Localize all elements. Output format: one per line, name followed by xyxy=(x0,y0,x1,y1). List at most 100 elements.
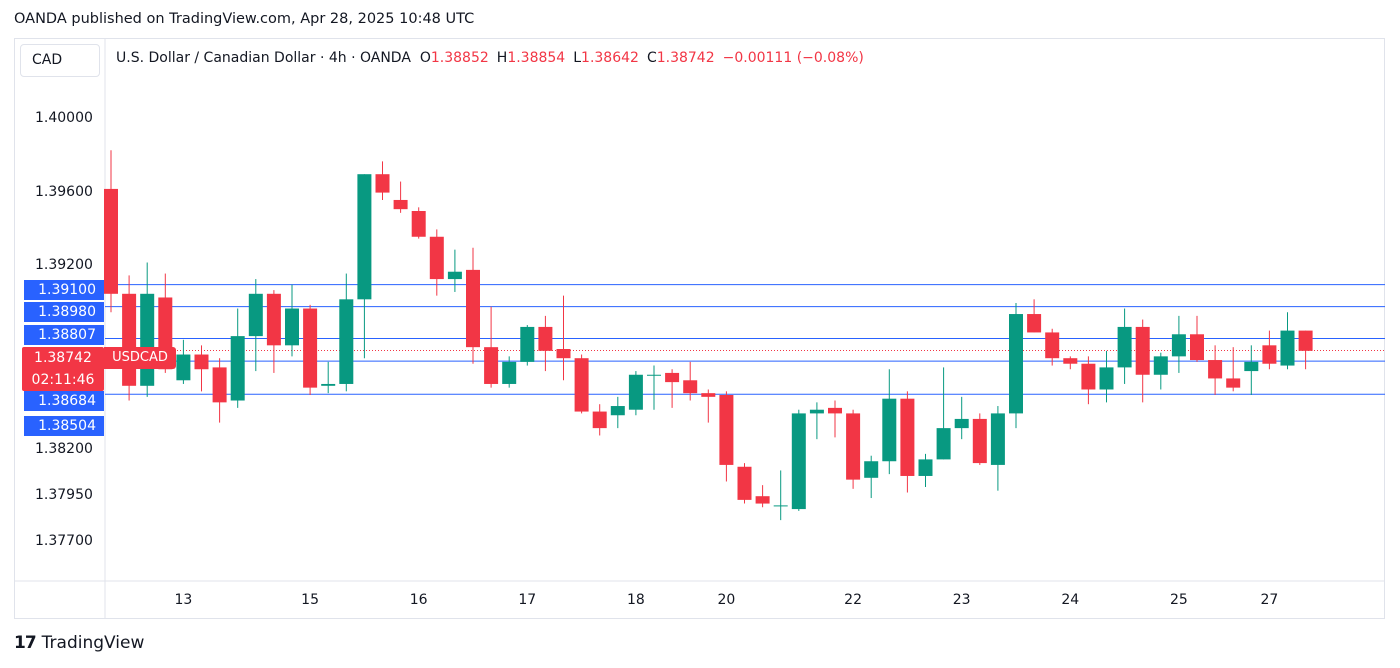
candle-up[interactable] xyxy=(1244,361,1259,372)
candle-up[interactable] xyxy=(936,428,951,460)
candle-down[interactable] xyxy=(104,188,118,294)
candle-up[interactable] xyxy=(357,174,372,300)
candle-up[interactable] xyxy=(809,409,824,414)
level-tag-2: 1.38980 xyxy=(24,302,104,322)
candle-down[interactable] xyxy=(900,398,915,476)
legend-open-label: O xyxy=(419,50,431,66)
x-tick-label: 25 xyxy=(1169,592,1188,608)
candle-up[interactable] xyxy=(990,413,1005,465)
candle-up[interactable] xyxy=(1009,314,1023,414)
candle-down[interactable] xyxy=(737,466,752,500)
candle-down[interactable] xyxy=(303,308,318,388)
candle-down[interactable] xyxy=(411,211,426,237)
legend-title: U.S. Dollar / Canadian Dollar · 4h · OAN… xyxy=(116,50,411,66)
y-tick-label: 1.39200 xyxy=(35,257,93,274)
level-tag-5: 1.38504 xyxy=(24,416,104,436)
currency-selector[interactable]: CAD xyxy=(20,44,100,77)
x-tick-label: 27 xyxy=(1260,592,1279,608)
candle-down[interactable] xyxy=(1135,326,1150,375)
x-tick-label: 20 xyxy=(717,592,736,608)
legend-low-label: L xyxy=(573,50,582,66)
candle-down[interactable] xyxy=(212,367,227,403)
legend-close-value: 1.38742 xyxy=(656,50,715,66)
candle-down[interactable] xyxy=(122,293,137,386)
candle-down[interactable] xyxy=(665,372,680,383)
level-tag-3: 1.38807 xyxy=(24,325,104,345)
candle-up[interactable] xyxy=(1153,356,1168,375)
tradingview-logo[interactable]: 17 TradingView xyxy=(14,633,144,653)
level-tag-4: 1.38684 xyxy=(24,391,104,411)
candle-down[interactable] xyxy=(429,236,444,280)
chart-legend: U.S. Dollar / Canadian Dollar · 4h · OAN… xyxy=(116,50,864,66)
candle-down[interactable] xyxy=(828,407,842,414)
chart-frame xyxy=(14,38,1385,619)
candle-down[interactable] xyxy=(266,293,281,346)
x-tick-label: 24 xyxy=(1061,592,1080,608)
candle-up[interactable] xyxy=(1117,326,1132,368)
candle-down[interactable] xyxy=(701,393,716,397)
candle-down[interactable] xyxy=(484,347,499,384)
last-price-tag: 1.38742 02:11:46 xyxy=(22,347,104,391)
candle-up[interactable] xyxy=(520,326,535,362)
candle-up[interactable] xyxy=(285,308,299,346)
candle-down[interactable] xyxy=(1027,314,1042,333)
candle-up[interactable] xyxy=(610,406,625,416)
candle-down[interactable] xyxy=(1262,345,1277,364)
candle-up[interactable] xyxy=(321,383,336,386)
candle-down[interactable] xyxy=(393,199,408,210)
candle-down[interactable] xyxy=(375,174,390,193)
candle-down[interactable] xyxy=(194,354,209,370)
candle-up[interactable] xyxy=(176,354,191,381)
candle-down[interactable] xyxy=(1298,330,1313,351)
candle-down[interactable] xyxy=(719,395,734,465)
candle-down[interactable] xyxy=(1045,332,1060,359)
candle-up[interactable] xyxy=(230,336,245,401)
candle-down[interactable] xyxy=(846,413,861,480)
candle-up[interactable] xyxy=(647,374,661,376)
level-tag-1: 1.39100 xyxy=(24,280,104,300)
x-tick-label: 22 xyxy=(844,592,862,608)
candle-down[interactable] xyxy=(1081,363,1096,390)
candle-up[interactable] xyxy=(773,505,788,507)
candle-up[interactable] xyxy=(628,374,643,410)
y-tick-label: 1.38200 xyxy=(35,441,93,458)
candle-up[interactable] xyxy=(248,293,263,337)
candle-down[interactable] xyxy=(683,380,698,394)
candle-up[interactable] xyxy=(1171,334,1186,357)
candle-down[interactable] xyxy=(1190,334,1204,361)
candle-up[interactable] xyxy=(954,418,969,429)
candle-down[interactable] xyxy=(972,418,987,464)
candle-up[interactable] xyxy=(918,459,933,476)
x-tick-label: 13 xyxy=(174,592,193,608)
candle-up[interactable] xyxy=(140,293,155,386)
candle-up[interactable] xyxy=(502,361,517,384)
candle-up[interactable] xyxy=(791,413,806,510)
candle-down[interactable] xyxy=(1063,358,1078,364)
tradingview-brand: TradingView xyxy=(41,633,145,653)
legend-high-label: H xyxy=(496,50,508,66)
symbol-tag: USDCAD xyxy=(104,347,176,369)
tradingview-logo-icon: 17 xyxy=(14,633,37,653)
candle-down[interactable] xyxy=(538,326,553,351)
candle-up[interactable] xyxy=(882,398,897,462)
y-tick-label: 1.39600 xyxy=(35,183,93,200)
candle-down[interactable] xyxy=(755,496,770,504)
candle-up[interactable] xyxy=(1280,330,1295,366)
x-tick-label: 15 xyxy=(301,592,319,608)
candle-up[interactable] xyxy=(339,299,354,384)
legend-open-value: 1.38852 xyxy=(430,50,489,66)
legend-change: −0.00111 (−0.08%) xyxy=(722,50,864,66)
candle-down[interactable] xyxy=(1226,378,1241,388)
candle-down[interactable] xyxy=(574,358,589,412)
candle-up[interactable] xyxy=(864,461,879,478)
legend-high-value: 1.38854 xyxy=(507,50,566,66)
candle-up[interactable] xyxy=(1099,367,1114,390)
candle-up[interactable] xyxy=(447,271,462,280)
candle-down[interactable] xyxy=(1208,360,1223,379)
legend-low-value: 1.38642 xyxy=(581,50,639,66)
candle-down[interactable] xyxy=(556,349,571,359)
candle-down[interactable] xyxy=(466,269,480,348)
legend-close-label: C xyxy=(646,50,657,66)
candle-down[interactable] xyxy=(592,411,607,429)
